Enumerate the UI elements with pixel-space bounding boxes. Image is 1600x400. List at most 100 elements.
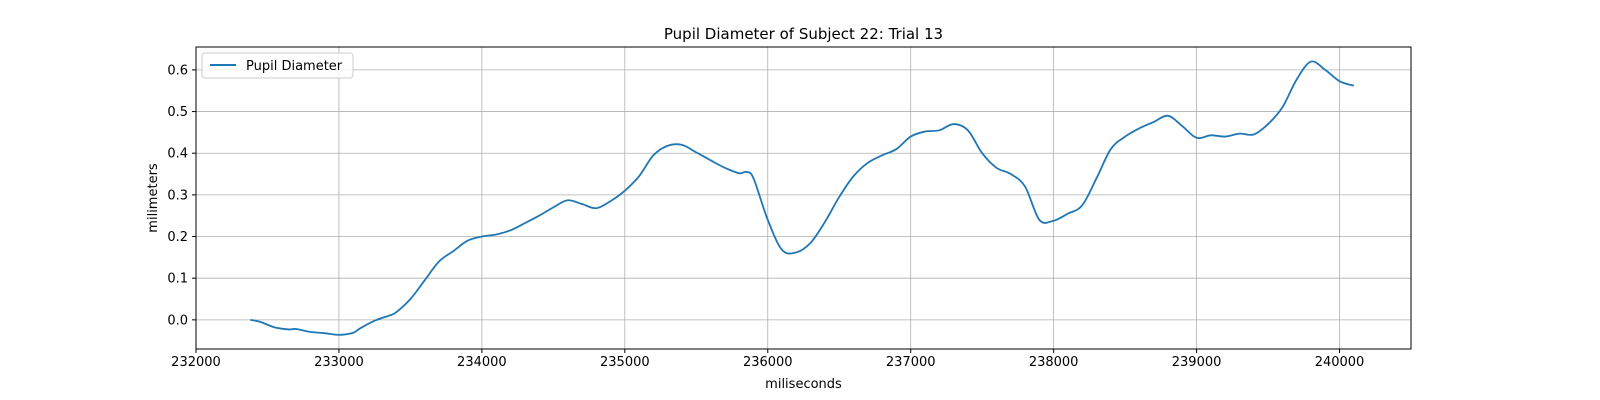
data-point [295, 328, 296, 329]
x-tick-label: 232000 [171, 355, 221, 370]
data-point [1325, 69, 1326, 70]
data-point [467, 240, 468, 241]
x-tick-label: 234000 [457, 355, 507, 370]
data-point [1167, 115, 1168, 116]
data-point [824, 221, 825, 222]
data-point [360, 328, 361, 329]
y-tick-label: 0.4 [167, 147, 188, 162]
data-point [1067, 213, 1068, 214]
data-point [653, 155, 654, 156]
data-point [1282, 107, 1283, 108]
data-point [1225, 136, 1226, 137]
legend-box [201, 52, 354, 79]
legend: Pupil Diameter [201, 52, 354, 79]
data-point [681, 144, 682, 145]
data-point [839, 196, 840, 197]
y-axis-ticks: 0.0 0.1 0.2 0.3 0.4 0.5 0.6 [167, 63, 196, 328]
data-point [338, 334, 339, 335]
data-point [1353, 85, 1354, 86]
data-point [374, 320, 375, 321]
data-point [724, 167, 725, 168]
data-point [781, 249, 782, 250]
data-point [388, 315, 389, 316]
data-point [310, 331, 311, 332]
data-point [1239, 133, 1240, 134]
data-point [746, 171, 747, 172]
data-point [1253, 134, 1254, 135]
plot-frame [195, 46, 1412, 350]
data-point [667, 145, 668, 146]
data-point [796, 252, 797, 253]
y-tick-label: 0.2 [167, 230, 188, 245]
data-point [967, 130, 968, 131]
data-point [982, 153, 983, 154]
grid [195, 47, 1411, 349]
data-point [424, 280, 425, 281]
x-tick-label: 233000 [314, 355, 364, 370]
data-point [1139, 128, 1140, 129]
data-point [696, 152, 697, 153]
data-point [1310, 61, 1311, 62]
data-point [996, 167, 997, 168]
data-point [481, 236, 482, 237]
x-tick-label: 235000 [600, 355, 650, 370]
data-point [274, 327, 275, 328]
y-tick-label: 0.6 [167, 63, 188, 78]
data-point [953, 123, 954, 124]
data-point [853, 176, 854, 177]
data-point [882, 155, 883, 156]
x-tick-label: 238000 [1029, 355, 1079, 370]
data-point [1010, 173, 1011, 174]
y-tick-label: 0.3 [167, 188, 188, 203]
data-point [1082, 205, 1083, 206]
chart-title: Pupil Diameter of Subject 22: Trial 13 [664, 25, 943, 43]
series-layer [250, 60, 1355, 336]
series-line-pupil-diameter [250, 60, 1355, 336]
data-point [510, 230, 511, 231]
x-tick-label: 236000 [743, 355, 793, 370]
data-point [753, 178, 754, 179]
data-point [1053, 220, 1054, 221]
x-axis-title: miliseconds [765, 377, 842, 392]
y-tick-label: 0.1 [167, 272, 188, 287]
data-point [453, 251, 454, 252]
data-point [1210, 135, 1211, 136]
data-point [910, 136, 911, 137]
data-point [867, 162, 868, 163]
x-tick-label: 239000 [1172, 355, 1222, 370]
data-point [1196, 137, 1197, 138]
data-point [524, 223, 525, 224]
y-tick-label: 0.5 [167, 105, 188, 120]
data-point [1267, 123, 1268, 124]
data-point [1339, 81, 1340, 82]
y-axis-title: milimeters [146, 163, 161, 233]
data-point [896, 148, 897, 149]
data-point [1125, 136, 1126, 137]
data-point [260, 321, 261, 322]
data-point [581, 203, 582, 204]
data-point [538, 215, 539, 216]
data-point [767, 219, 768, 220]
data-point [1110, 148, 1111, 149]
data-point [1024, 186, 1025, 187]
data-point [1096, 178, 1097, 179]
data-point [288, 329, 289, 330]
data-point [396, 312, 397, 313]
data-point [438, 261, 439, 262]
data-point [810, 242, 811, 243]
data-point [624, 190, 625, 191]
data-point [496, 234, 497, 235]
data-point [567, 200, 568, 201]
x-tick-label: 240000 [1315, 355, 1365, 370]
data-point [250, 319, 251, 320]
data-point [939, 130, 940, 131]
data-point [610, 201, 611, 202]
x-tick-label: 237000 [886, 355, 936, 370]
x-axis-ticks: 232000 233000 234000 235000 236000 237000 2380… [171, 349, 1364, 370]
data-point [1296, 79, 1297, 80]
data-point [1039, 219, 1040, 220]
data-point [639, 176, 640, 177]
data-point [410, 298, 411, 299]
data-point [924, 131, 925, 132]
